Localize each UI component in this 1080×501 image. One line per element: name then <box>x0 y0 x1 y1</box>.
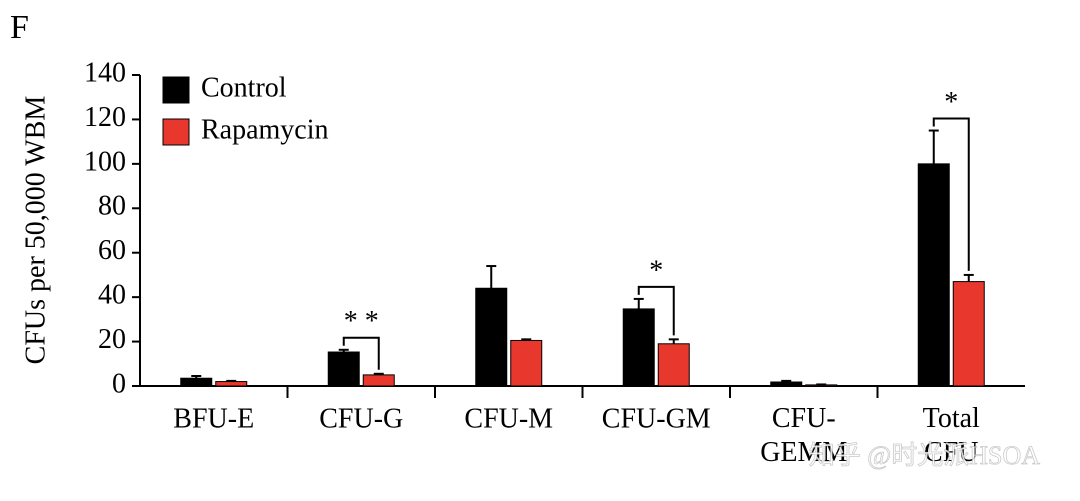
significance-bracket <box>637 285 675 336</box>
significance-bracket <box>342 336 380 370</box>
y-tick-label: 60 <box>98 235 126 266</box>
y-tick-label: 0 <box>112 368 126 399</box>
x-tick-label: CFU-M <box>464 403 553 434</box>
bar <box>215 381 248 387</box>
y-tick-label: 140 <box>84 57 126 88</box>
panel-label: F <box>10 9 29 46</box>
legend-swatch <box>162 76 190 104</box>
y-tick-label: 40 <box>98 280 126 311</box>
significance-bracket <box>932 117 970 271</box>
bar <box>510 339 543 387</box>
bar <box>180 377 213 387</box>
x-tick-label: CFU-GEMM <box>760 403 847 468</box>
y-tick-label: 20 <box>98 324 126 355</box>
y-tick-label: 100 <box>84 146 126 177</box>
x-tick-label: CFU-GM <box>602 403 711 434</box>
bar <box>475 287 508 387</box>
x-tick-label: CFU-G <box>319 403 403 434</box>
significance-label: * <box>944 87 958 118</box>
legend-swatch <box>162 118 190 146</box>
bar <box>805 384 838 387</box>
x-tick-label: BFU-E <box>173 403 254 434</box>
legend-label: Rapamycin <box>201 114 329 145</box>
significance-label: * * <box>344 306 379 337</box>
bar <box>657 343 690 387</box>
significance-label: * <box>649 255 663 286</box>
legend-label: Control <box>201 72 287 103</box>
bar <box>622 308 655 387</box>
bar <box>917 163 950 387</box>
y-axis-label: CFUs per 50,000 WBM <box>20 96 51 365</box>
watermark: 知乎 @时光派HSOA <box>809 441 1040 470</box>
bar <box>327 351 360 387</box>
bar <box>770 381 803 387</box>
bar <box>952 281 985 387</box>
y-tick-label: 120 <box>84 102 126 133</box>
bar <box>362 374 395 387</box>
y-tick-label: 80 <box>98 191 126 222</box>
x-tick-label: Total CFU <box>923 403 980 468</box>
